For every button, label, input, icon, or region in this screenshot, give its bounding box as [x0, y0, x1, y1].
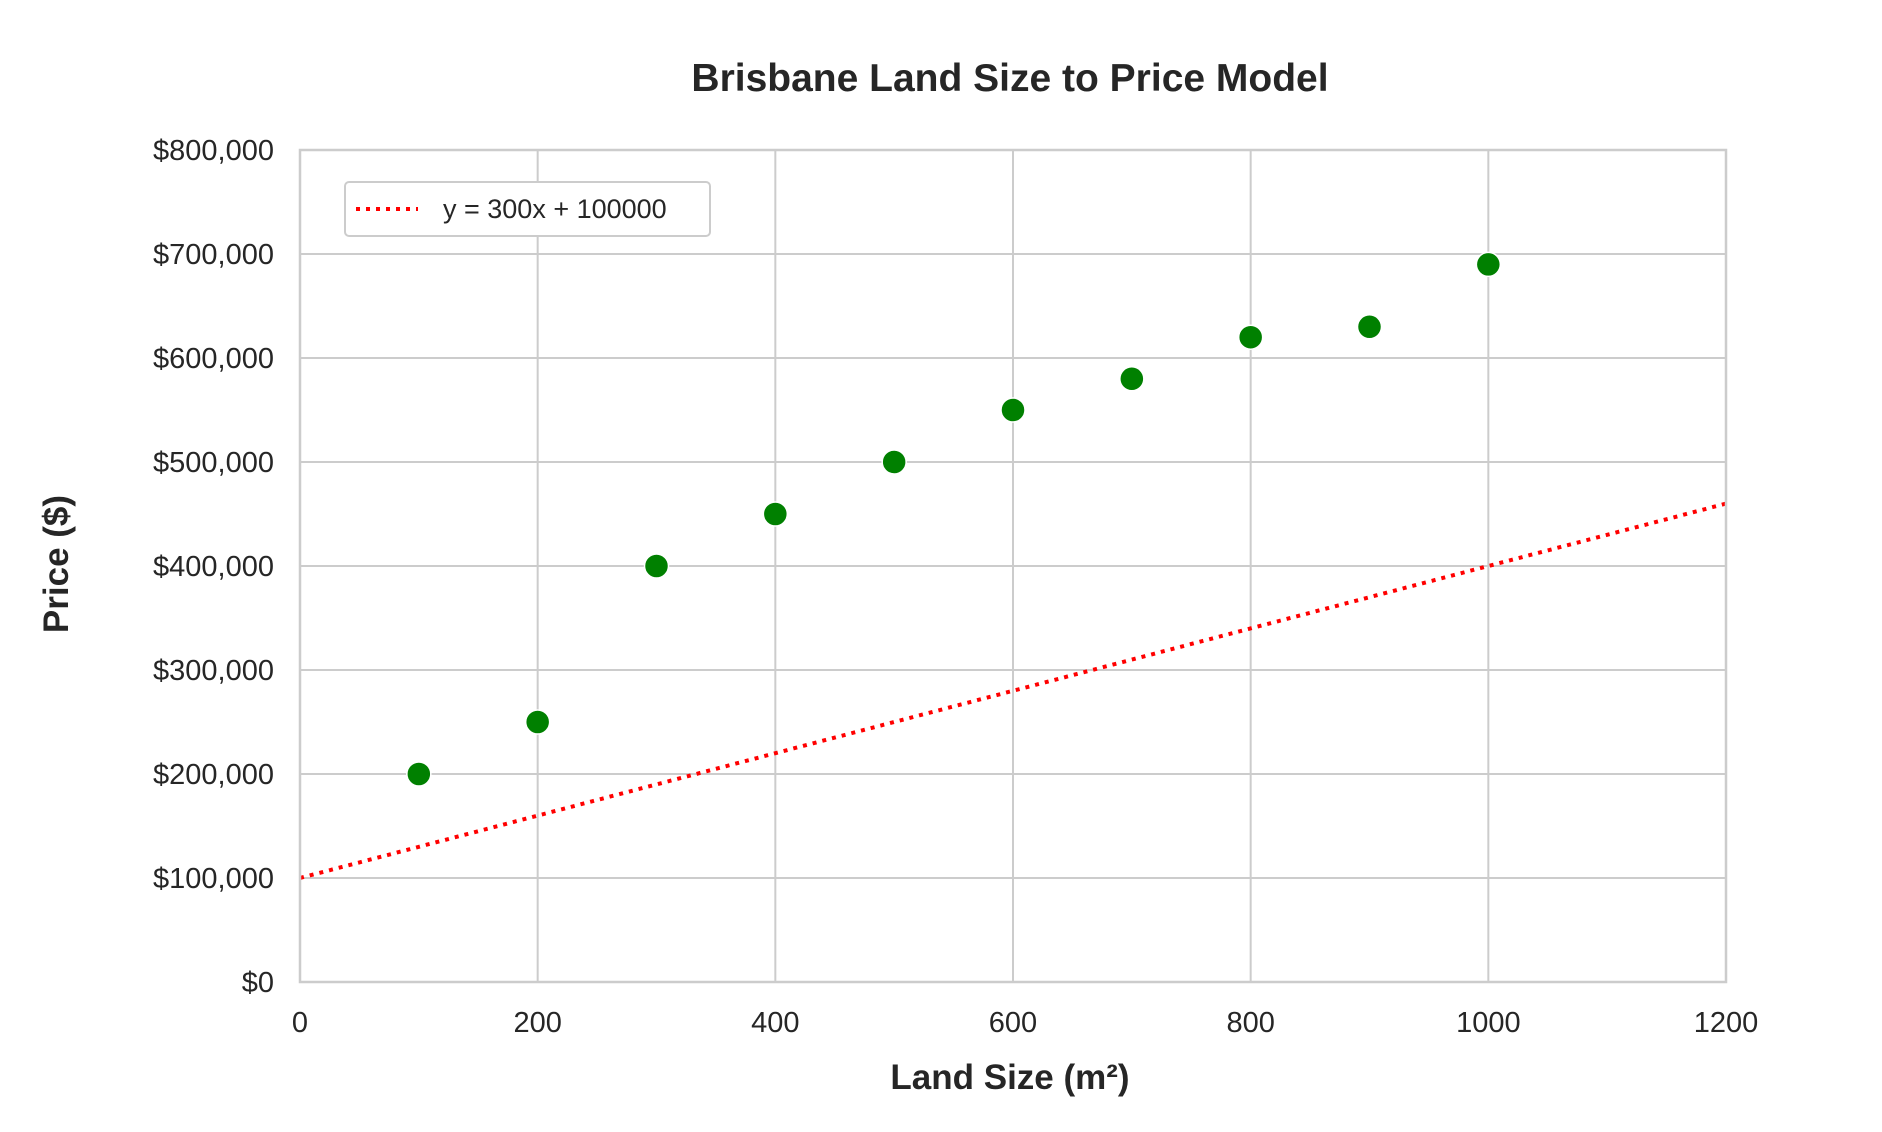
- x-tick-label-0: 0: [292, 1007, 308, 1039]
- y-tick-label-8: $800,000: [153, 135, 274, 167]
- x-tick-label-2: 400: [751, 1007, 799, 1039]
- y-tick-label-3: $300,000: [153, 655, 274, 687]
- scatter-series: [406, 251, 1502, 787]
- scatter-point-1: [524, 709, 551, 735]
- y-tick-label-2: $200,000: [153, 759, 274, 791]
- y-axis-label: Price ($): [37, 495, 76, 633]
- legend: y = 300x + 100000: [344, 181, 711, 237]
- y-tick-label-6: $600,000: [153, 343, 274, 375]
- scatter-point-3: [762, 501, 789, 527]
- x-tick-label-5: 1000: [1456, 1007, 1521, 1039]
- scatter-point-8: [1356, 314, 1383, 340]
- y-tick-labels: $0 $100,000 $200,000 $300,000 $400,000 $500,0…: [153, 135, 274, 999]
- chart-title: Brisbane Land Size to Price Model: [691, 57, 1328, 100]
- x-tick-label-4: 800: [1226, 1007, 1274, 1039]
- y-tick-label-7: $700,000: [153, 239, 274, 271]
- grid-lines: [299, 149, 1727, 983]
- y-tick-label-5: $500,000: [153, 447, 274, 479]
- scatter-point-4: [881, 449, 907, 475]
- legend-box: [344, 181, 711, 237]
- plot-frame: [298, 148, 1728, 984]
- y-tick-label-4: $400,000: [153, 551, 274, 583]
- scatter-point-0: [406, 761, 432, 787]
- x-tick-label-1: 200: [513, 1007, 561, 1039]
- scatter-point-7: [1237, 324, 1264, 350]
- legend-label: y = 300x + 100000: [443, 194, 667, 224]
- scatter-point-2: [643, 553, 670, 579]
- scatter-point-5: [1000, 397, 1026, 423]
- y-tick-label-0: $0: [242, 967, 274, 999]
- x-tick-labels: 0 200 400 600 800 1000 1200: [292, 1007, 1758, 1039]
- y-tick-label-1: $100,000: [153, 863, 274, 895]
- scatter-point-6: [1119, 366, 1145, 392]
- x-tick-label-6: 1200: [1694, 1007, 1759, 1039]
- scatter-point-9: [1475, 251, 1502, 278]
- x-axis-label: Land Size (m²): [890, 1058, 1129, 1097]
- x-tick-label-3: 600: [989, 1007, 1037, 1039]
